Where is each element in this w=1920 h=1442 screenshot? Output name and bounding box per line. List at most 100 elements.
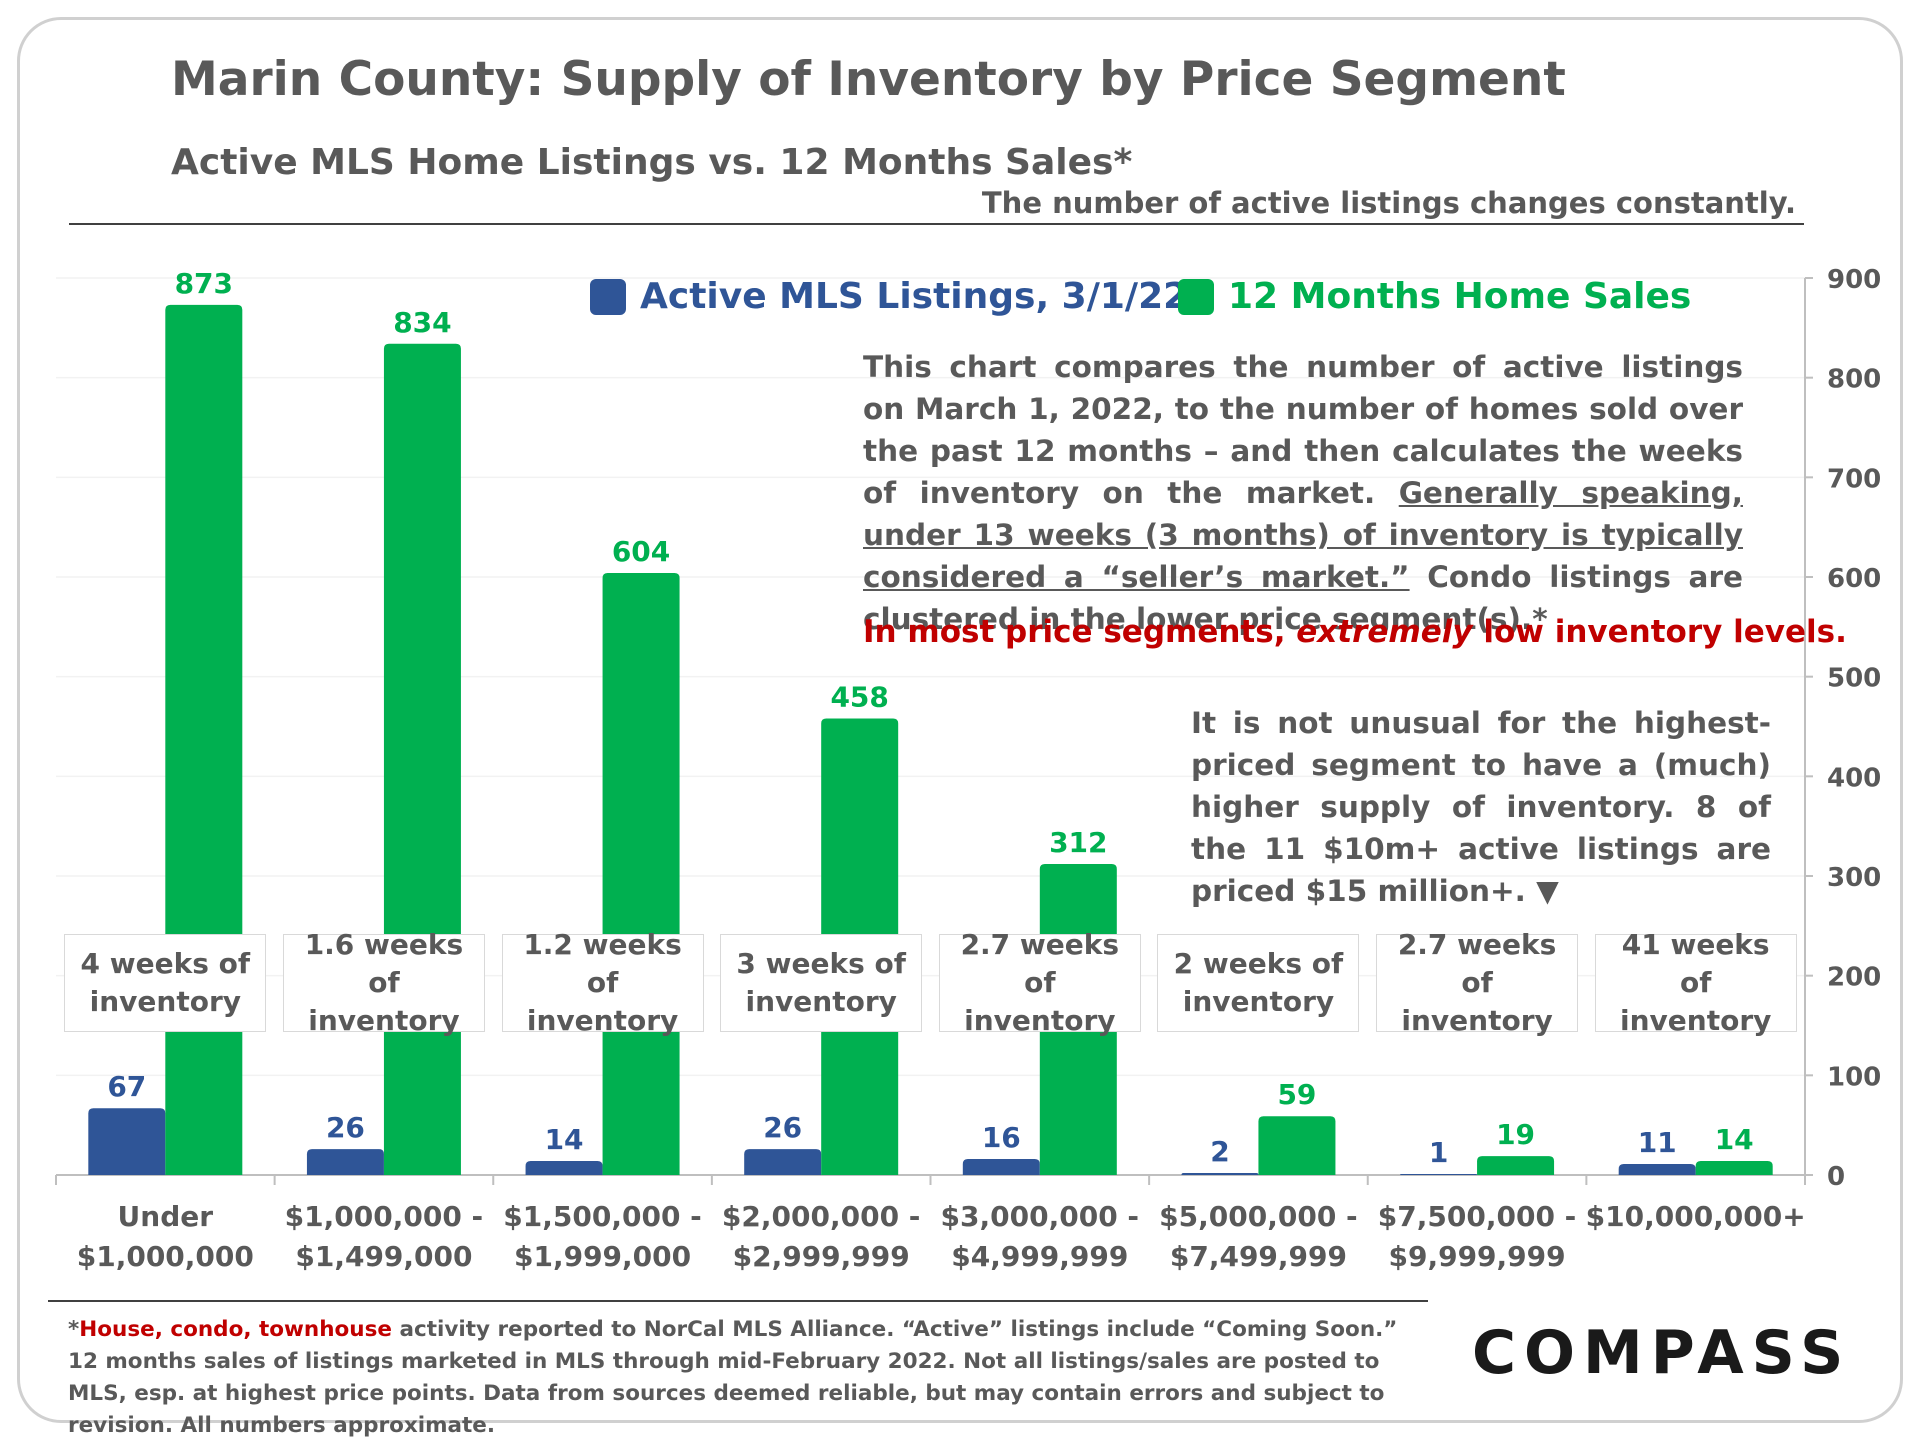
x-category-label: $3,000,000 - xyxy=(941,1200,1140,1233)
x-category-label: Under xyxy=(118,1200,214,1233)
chart-description: This chart compares the number of active… xyxy=(863,346,1743,640)
chart-title: Marin County: Supply of Inventory by Pri… xyxy=(171,52,1566,107)
weeks-of-inventory-box: 2.7 weeks of inventory xyxy=(938,928,1141,1037)
legend-item-sales: 12 Months Home Sales xyxy=(1178,276,1691,317)
data-label-sales: 59 xyxy=(1277,1078,1316,1111)
legend-swatch-active xyxy=(590,278,626,315)
y-tick-label: 600 xyxy=(1827,564,1881,594)
description-text: This chart compares the number of active… xyxy=(863,350,1743,510)
y-tick-label: 900 xyxy=(1827,265,1881,295)
high-price-note: It is not unusual for the highest-priced… xyxy=(1191,706,1771,908)
data-label-active: 1 xyxy=(1429,1136,1448,1169)
weeks-of-inventory-label: 4 weeks of inventory xyxy=(81,945,251,1021)
x-category-label: $1,499,000 xyxy=(295,1240,472,1273)
y-tick-label: 500 xyxy=(1827,664,1881,694)
data-label-sales: 604 xyxy=(612,535,670,568)
bar-active-listings xyxy=(962,1159,1040,1175)
weeks-label-line: inventory xyxy=(526,1004,679,1037)
data-label-active: 26 xyxy=(326,1111,365,1144)
description-condo-note: Condo listings are clustered in the lowe… xyxy=(863,560,1744,636)
y-tick-label: 400 xyxy=(1827,763,1881,793)
highlight-after: low inventory levels. xyxy=(1483,614,1847,650)
legend-label-active: Active MLS Listings, 3/1/22 xyxy=(640,276,1189,317)
data-label-active: 16 xyxy=(982,1121,1021,1154)
chart-subtitle: Active MLS Home Listings vs. 12 Months S… xyxy=(171,142,1133,183)
weeks-label-line: 1.2 weeks of xyxy=(523,928,682,999)
y-tick-label: 0 xyxy=(1827,1162,1845,1192)
legend-item-active: Active MLS Listings, 3/1/22 xyxy=(590,276,1188,317)
weeks-label-line: inventory xyxy=(1182,985,1335,1018)
y-tick-label: 300 xyxy=(1827,863,1881,893)
y-tick-label: 800 xyxy=(1827,365,1881,395)
chart-frame xyxy=(17,17,1903,1423)
weeks-label-line: inventory xyxy=(964,1004,1116,1037)
data-label-sales: 873 xyxy=(175,267,233,300)
weeks-of-inventory-label: 2 weeks of inventory xyxy=(1174,945,1344,1021)
weeks-label-line: 3 weeks of xyxy=(736,947,906,980)
bar-active-listings xyxy=(1400,1174,1478,1175)
data-label-sales: 312 xyxy=(1049,826,1107,859)
weeks-label-line: 2 weeks of xyxy=(1173,947,1344,980)
weeks-label-line: inventory xyxy=(745,985,897,1018)
x-category-label: $5,000,000 - xyxy=(1159,1200,1358,1233)
weeks-label-line: 4 weeks of xyxy=(80,947,251,980)
x-category-label: $2,999,999 xyxy=(733,1240,910,1273)
x-category-label: $10,000,000+ xyxy=(1586,1200,1806,1233)
footnote: *House, condo, townhouse activity report… xyxy=(68,1314,1428,1442)
bar-active-listings xyxy=(744,1149,822,1175)
data-label-sales: 458 xyxy=(830,681,888,714)
weeks-of-inventory-box: 2 weeks of inventory xyxy=(1157,934,1360,1032)
data-label-active: 2 xyxy=(1210,1135,1229,1168)
highlight-callout: In most price segments, extremely low in… xyxy=(863,614,1847,650)
bar-home-sales xyxy=(1477,1156,1555,1175)
x-category-label: $1,999,000 xyxy=(514,1240,691,1273)
x-category-label: $7,499,999 xyxy=(1170,1240,1347,1273)
bar-chart: 0 100 200 300 400 500 600 700 800 900 67 873 Under $1… xyxy=(55,265,1881,1273)
bar-home-sales xyxy=(602,573,680,1175)
weeks-label-line: of inventory xyxy=(1401,966,1553,1037)
data-label-active: 67 xyxy=(107,1070,146,1103)
data-label-active: 14 xyxy=(545,1123,584,1156)
data-label-active: 11 xyxy=(1638,1126,1677,1159)
x-category-label: $1,000,000 xyxy=(77,1240,254,1273)
weeks-of-inventory-box: 41 weeks of inventory xyxy=(1594,928,1797,1037)
y-tick-label: 100 xyxy=(1827,1062,1881,1092)
weeks-label-line: inventory xyxy=(308,1004,460,1037)
weeks-of-inventory-box: 1.2 weeks of inventory xyxy=(501,928,704,1037)
bar-home-sales xyxy=(383,343,461,1175)
bar-active-listings xyxy=(306,1149,384,1175)
y-tick-label: 200 xyxy=(1827,963,1881,993)
footer-divider xyxy=(48,1300,1428,1302)
weeks-label-line: inventory xyxy=(89,985,241,1018)
footnote-text: activity reported to NorCal MLS Alliance… xyxy=(68,1317,1398,1438)
bar-active-listings xyxy=(1618,1164,1696,1175)
bar-home-sales xyxy=(165,304,243,1175)
weeks-label-line: 1.6 weeks of xyxy=(304,928,464,999)
data-label-sales: 834 xyxy=(393,306,451,339)
weeks-of-inventory-label: 2.7 weeks of inventory xyxy=(1383,926,1571,1040)
weeks-of-inventory-label: 1.2 weeks of inventory xyxy=(509,926,697,1040)
x-category-label: $1,000,000 - xyxy=(285,1200,484,1233)
weeks-of-inventory-label: 2.7 weeks of inventory xyxy=(946,926,1134,1040)
y-tick-label: 700 xyxy=(1827,464,1881,494)
compass-logo: COMPASS xyxy=(1472,1318,1852,1388)
highlight-before: In most price segments, xyxy=(863,614,1286,650)
top-note: The number of active listings changes co… xyxy=(981,186,1796,220)
legend-label-sales: 12 Months Home Sales xyxy=(1228,276,1692,317)
data-label-sales: 19 xyxy=(1496,1118,1535,1151)
bar-home-sales xyxy=(1695,1161,1773,1175)
weeks-label-line: inventory xyxy=(1619,1004,1772,1037)
data-label-active: 26 xyxy=(763,1111,802,1144)
weeks-label-line: 2.7 weeks xyxy=(1397,928,1557,961)
weeks-of-inventory-label: 1.6 weeks of inventory xyxy=(290,926,478,1040)
weeks-of-inventory-box: 3 weeks of inventory xyxy=(720,934,923,1032)
bar-active-listings xyxy=(1181,1173,1259,1175)
x-category-label: $7,500,000 - xyxy=(1378,1200,1577,1233)
description-underlined: Generally speaking, under 13 weeks (3 mo… xyxy=(863,476,1743,594)
weeks-label-line: 41 weeks of xyxy=(1621,928,1770,999)
weeks-of-inventory-label: 3 weeks of inventory xyxy=(736,945,906,1021)
weeks-of-inventory-box: 1.6 weeks of inventory xyxy=(282,928,485,1037)
x-category-label: $4,999,999 xyxy=(951,1240,1128,1273)
x-category-label: $9,999,999 xyxy=(1388,1240,1565,1273)
legend-swatch-sales xyxy=(1178,278,1214,315)
